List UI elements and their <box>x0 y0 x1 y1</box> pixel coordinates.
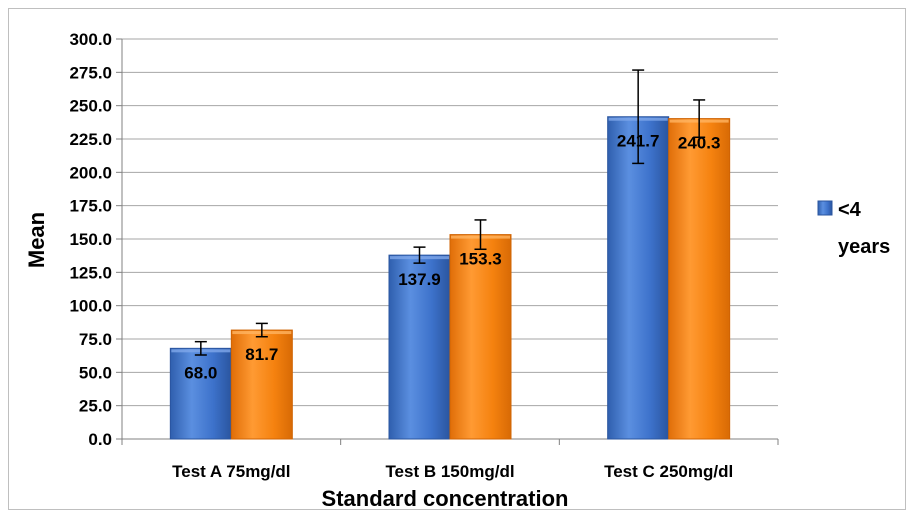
y-tick-label: 100.0 <box>69 297 112 316</box>
y-tick-label: 75.0 <box>79 330 112 349</box>
y-axis-title: Mean <box>24 212 49 268</box>
bars <box>169 116 731 440</box>
y-tick-label: 225.0 <box>69 130 112 149</box>
error-bars <box>194 69 706 356</box>
x-axis-title: Standard concentration <box>322 486 569 511</box>
legend-swatch-series-1 <box>817 200 833 216</box>
y-tick-label: 50.0 <box>79 363 112 382</box>
data-label: 137.9 <box>398 270 441 289</box>
data-label: 240.3 <box>678 134 721 153</box>
bar <box>230 329 293 440</box>
data-label: 81.7 <box>245 345 278 364</box>
y-tick-label: 0.0 <box>88 430 112 449</box>
bar <box>388 254 451 440</box>
legend: <4 years <box>817 199 890 258</box>
y-tick-label: 175.0 <box>69 197 112 216</box>
data-label: 241.7 <box>617 132 660 151</box>
legend-label-line-1: <4 <box>838 199 862 221</box>
y-tick-label: 250.0 <box>69 97 112 116</box>
data-label: 68.0 <box>184 363 217 382</box>
y-tick-label: 300.0 <box>69 30 112 49</box>
x-tick-label: Test B 150mg/dl <box>385 462 514 481</box>
bar <box>607 116 670 440</box>
y-tick-label: 275.0 <box>69 63 112 82</box>
y-tick-label: 150.0 <box>69 230 112 249</box>
tick-labels: 0.0 25.0 50.0 75.0 100.0 125.0 150.0 175.0 200.0… <box>69 30 733 481</box>
bar <box>169 347 232 440</box>
x-tick-label: Test A 75mg/dl <box>172 462 290 481</box>
bar <box>668 118 731 440</box>
y-tick-label: 25.0 <box>79 397 112 416</box>
x-tick-label: Test C 250mg/dl <box>604 462 733 481</box>
y-tick-label: 200.0 <box>69 163 112 182</box>
legend-label-line-2: years <box>838 236 890 258</box>
data-labels: 68.0 137.9 241.7 81.7 153.3 240.3 <box>184 132 720 383</box>
y-tick-label: 125.0 <box>69 263 112 282</box>
data-label: 153.3 <box>459 250 502 269</box>
bar <box>449 234 512 440</box>
